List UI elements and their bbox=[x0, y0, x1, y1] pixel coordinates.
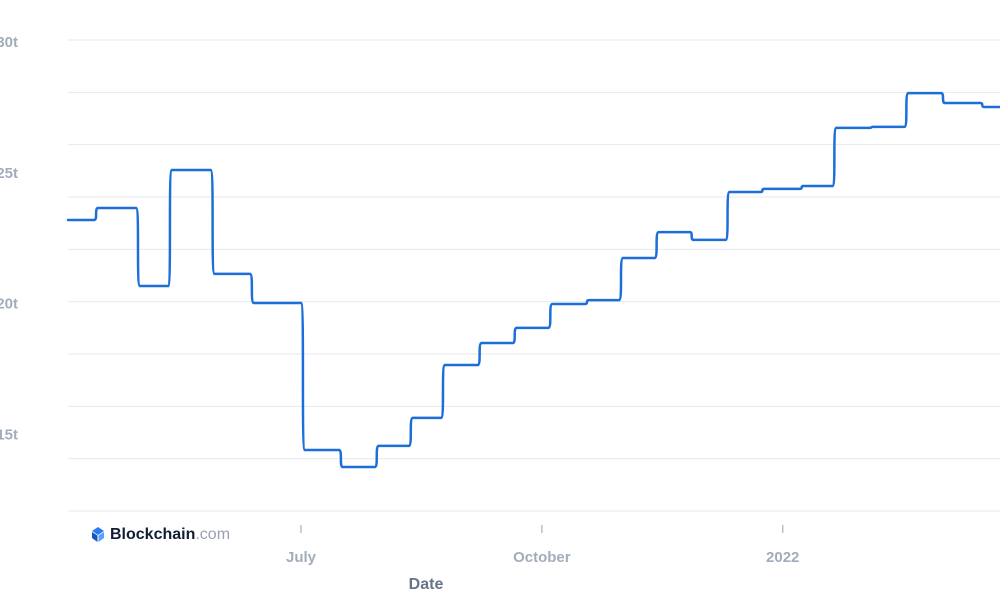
step-connector bbox=[209, 168, 216, 276]
brand-name: Blockchain bbox=[110, 526, 195, 543]
step-connector bbox=[166, 168, 174, 288]
y-tick-label: 15t bbox=[0, 426, 18, 443]
logo-icon bbox=[92, 527, 104, 535]
x-tick-label: October bbox=[513, 549, 571, 566]
logo-icon bbox=[98, 532, 104, 542]
x-axis-label: Date bbox=[409, 576, 444, 593]
step-connector bbox=[407, 416, 415, 448]
y-tick-label: 25t bbox=[0, 165, 18, 182]
step-connector bbox=[299, 301, 307, 452]
step-connector bbox=[724, 190, 731, 242]
step-connector bbox=[439, 363, 447, 420]
logo-icon bbox=[92, 532, 98, 542]
step-connector bbox=[617, 256, 625, 302]
step-connector bbox=[512, 326, 518, 345]
step-connector bbox=[248, 272, 256, 305]
brand-logo: Blockchain.com bbox=[92, 526, 230, 543]
step-connector bbox=[940, 91, 946, 105]
step-connector bbox=[134, 206, 142, 288]
step-connector bbox=[903, 91, 910, 129]
y-tick-label: 30t bbox=[0, 34, 18, 51]
step-connector bbox=[93, 206, 99, 222]
series bbox=[66, 91, 1000, 469]
step-connector bbox=[653, 230, 660, 260]
step-connector bbox=[373, 444, 380, 469]
brand-suffix: .com bbox=[195, 526, 230, 543]
x-tick-label: July bbox=[286, 549, 317, 566]
step-connector bbox=[689, 230, 695, 242]
y-tick-label: 20t bbox=[0, 296, 18, 313]
step-connector bbox=[547, 302, 554, 330]
step-connector bbox=[831, 126, 838, 188]
x-tick-label: 2022 bbox=[766, 549, 799, 566]
brand-text: Blockchain.com bbox=[110, 526, 230, 543]
